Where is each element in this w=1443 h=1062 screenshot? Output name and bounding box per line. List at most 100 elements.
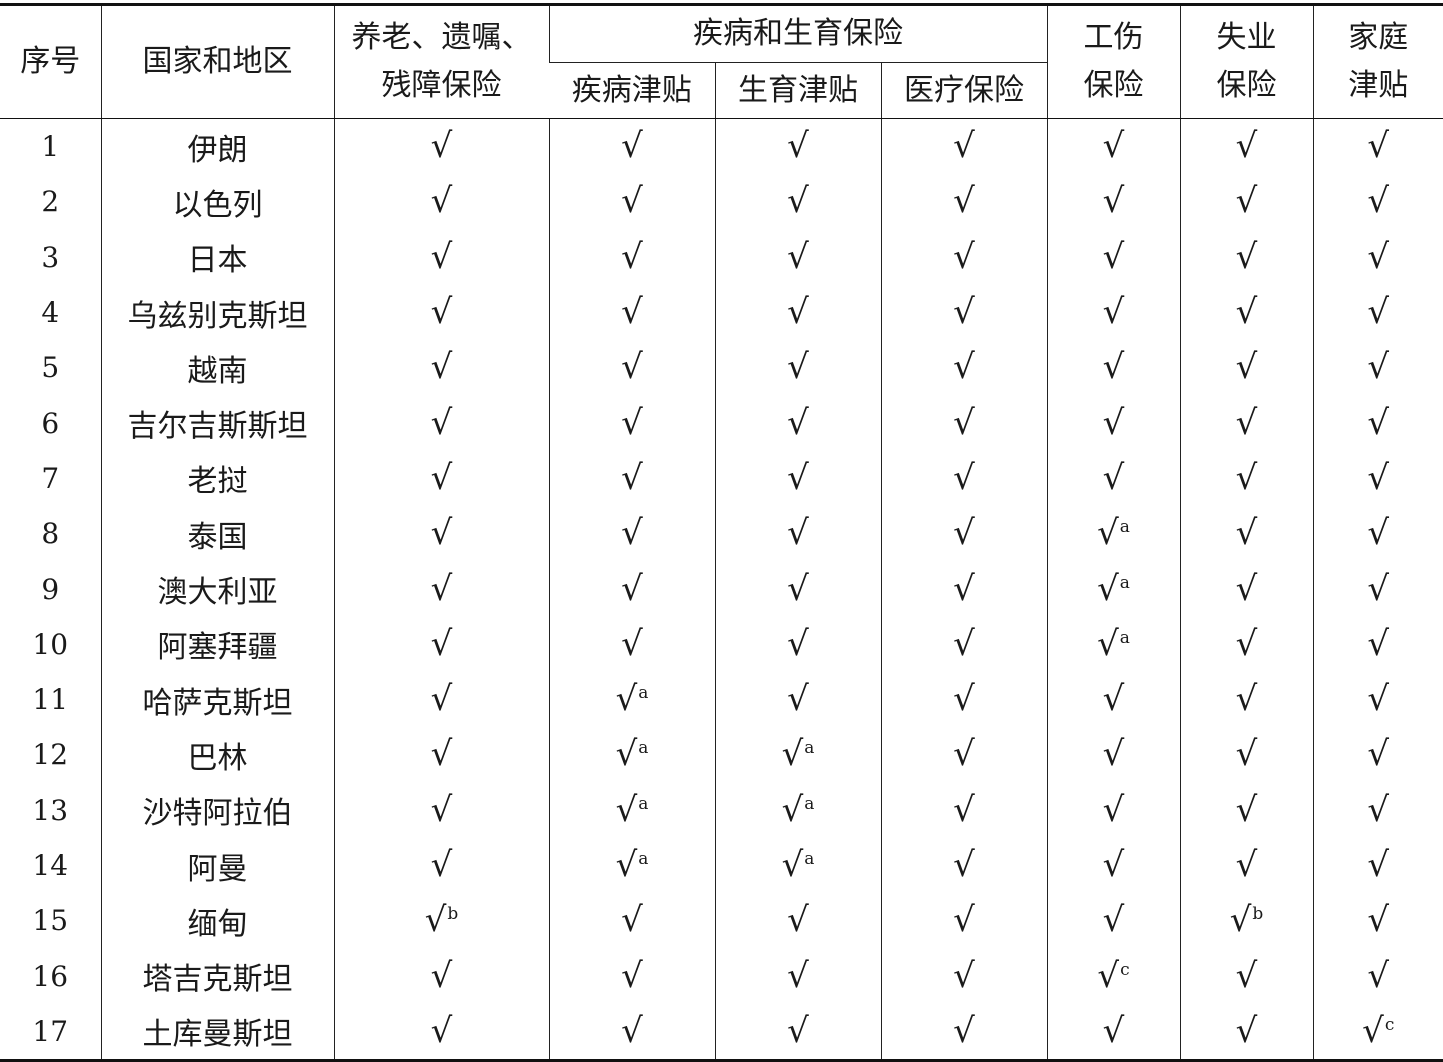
- check-cell: √: [1312, 893, 1443, 949]
- check-mark: √: [1367, 789, 1390, 830]
- footnote-marker: a: [638, 738, 649, 759]
- check-mark: √: [1235, 126, 1258, 167]
- check-mark: √: [953, 845, 975, 885]
- check-mark: √: [1235, 1010, 1258, 1051]
- check-cell: √: [333, 174, 549, 230]
- header-unemployment-line2: 保险: [1216, 68, 1277, 103]
- check-mark: √: [1102, 734, 1125, 775]
- check-mark: √: [621, 181, 643, 222]
- check-mark: √: [1235, 845, 1258, 885]
- header-work-injury: 工伤 保险: [1046, 3, 1181, 119]
- row-number: 15: [32, 904, 69, 938]
- check-cell: √: [714, 893, 881, 949]
- check-cell: √: [880, 450, 1048, 507]
- check-cell: √c: [1312, 1003, 1443, 1062]
- check-cell: √b: [1179, 893, 1314, 949]
- check-cell: √: [1312, 561, 1443, 617]
- check-mark: √: [1367, 236, 1390, 277]
- check-mark: √: [621, 900, 643, 941]
- check-mark: √: [430, 1010, 453, 1051]
- check-cell: √: [714, 671, 881, 728]
- check-cell: √: [1179, 340, 1314, 396]
- check-cell: √: [1046, 671, 1181, 728]
- footnote-marker: b: [1252, 904, 1264, 925]
- check-cell: √: [548, 561, 715, 617]
- table-row: 5 越南 √ √ √ √ √ √ √: [0, 340, 1443, 396]
- check-cell: √: [548, 118, 715, 175]
- check-cell: √: [714, 561, 881, 617]
- check-cell: √: [714, 506, 881, 562]
- check-cell: √: [1312, 616, 1443, 672]
- country-name: 土库曼斯坦: [100, 1003, 334, 1062]
- check-mark: √: [953, 623, 975, 664]
- check-cell: √: [1179, 837, 1314, 894]
- check-cell: √: [880, 837, 1048, 894]
- header-unemployment-line1: 失业: [1216, 20, 1277, 55]
- check-cell: √: [1046, 837, 1181, 894]
- check-mark: √: [615, 679, 638, 720]
- check-cell: √a: [1046, 616, 1181, 672]
- check-mark: √: [430, 623, 453, 664]
- check-mark: √: [787, 292, 809, 333]
- table-row: 16 塔吉克斯坦 √ √ √ √ √c √ √: [0, 948, 1443, 1004]
- country-name: 乌兹别克斯坦: [100, 284, 334, 341]
- footnote-marker: a: [1119, 572, 1130, 593]
- table-row: 14 阿曼 √ √a √a √ √ √ √: [0, 837, 1443, 894]
- check-mark: √: [787, 236, 809, 277]
- header-no: 序号: [0, 3, 101, 119]
- check-mark: √: [430, 845, 453, 885]
- check-cell: √: [880, 340, 1048, 396]
- header-medical-insurance: 医疗保险: [880, 62, 1048, 119]
- check-mark: √: [1367, 457, 1390, 498]
- check-cell: √: [1312, 506, 1443, 562]
- country-name: 吉尔吉斯斯坦: [100, 395, 334, 451]
- check-cell: √: [333, 506, 549, 562]
- header-unemployment: 失业 保险: [1179, 3, 1314, 119]
- check-mark: √: [1102, 789, 1125, 830]
- check-mark: √: [430, 734, 453, 775]
- check-mark: √: [1229, 900, 1252, 941]
- check-mark: √: [1102, 292, 1125, 333]
- check-cell: √: [333, 561, 549, 617]
- check-mark: √: [621, 402, 643, 443]
- check-cell: √a: [548, 782, 715, 838]
- check-mark: √: [1235, 402, 1258, 443]
- check-cell: √c: [1046, 948, 1181, 1004]
- header-country: 国家和地区: [100, 3, 334, 119]
- check-mark: √: [953, 789, 975, 830]
- check-cell: √: [1179, 561, 1314, 617]
- check-cell: √: [548, 506, 715, 562]
- check-mark: √: [1235, 789, 1258, 830]
- check-mark: √: [1235, 734, 1258, 775]
- check-mark: √: [621, 347, 643, 388]
- check-cell: √: [880, 727, 1048, 783]
- check-cell: √: [1179, 118, 1314, 175]
- check-mark: √: [430, 955, 453, 996]
- check-mark: √: [615, 734, 638, 775]
- row-number: 10: [32, 627, 69, 661]
- check-cell: √a: [714, 782, 881, 838]
- row-number: 3: [41, 240, 60, 274]
- check-cell: √: [714, 340, 881, 396]
- check-cell: √: [1179, 450, 1314, 507]
- check-cell: √: [548, 340, 715, 396]
- check-mark: √: [1235, 292, 1258, 333]
- check-mark: √: [953, 347, 975, 388]
- check-mark: √: [787, 623, 809, 664]
- check-cell: √a: [548, 727, 715, 783]
- check-mark: √: [787, 126, 809, 167]
- check-cell: √: [333, 616, 549, 672]
- check-cell: √: [1179, 506, 1314, 562]
- footnote-marker: a: [638, 793, 649, 814]
- check-mark: √: [1235, 568, 1258, 609]
- check-cell: √: [1046, 340, 1181, 396]
- check-mark: √: [1097, 568, 1119, 609]
- check-cell: √: [333, 837, 549, 894]
- footnote-marker: a: [804, 849, 815, 869]
- check-cell: √: [714, 616, 881, 672]
- check-mark: √: [953, 513, 975, 554]
- check-cell: √: [1046, 118, 1181, 175]
- check-cell: √: [880, 395, 1048, 451]
- check-cell: √: [1046, 229, 1181, 285]
- table-row: 2 以色列 √ √ √ √ √ √ √: [0, 174, 1443, 230]
